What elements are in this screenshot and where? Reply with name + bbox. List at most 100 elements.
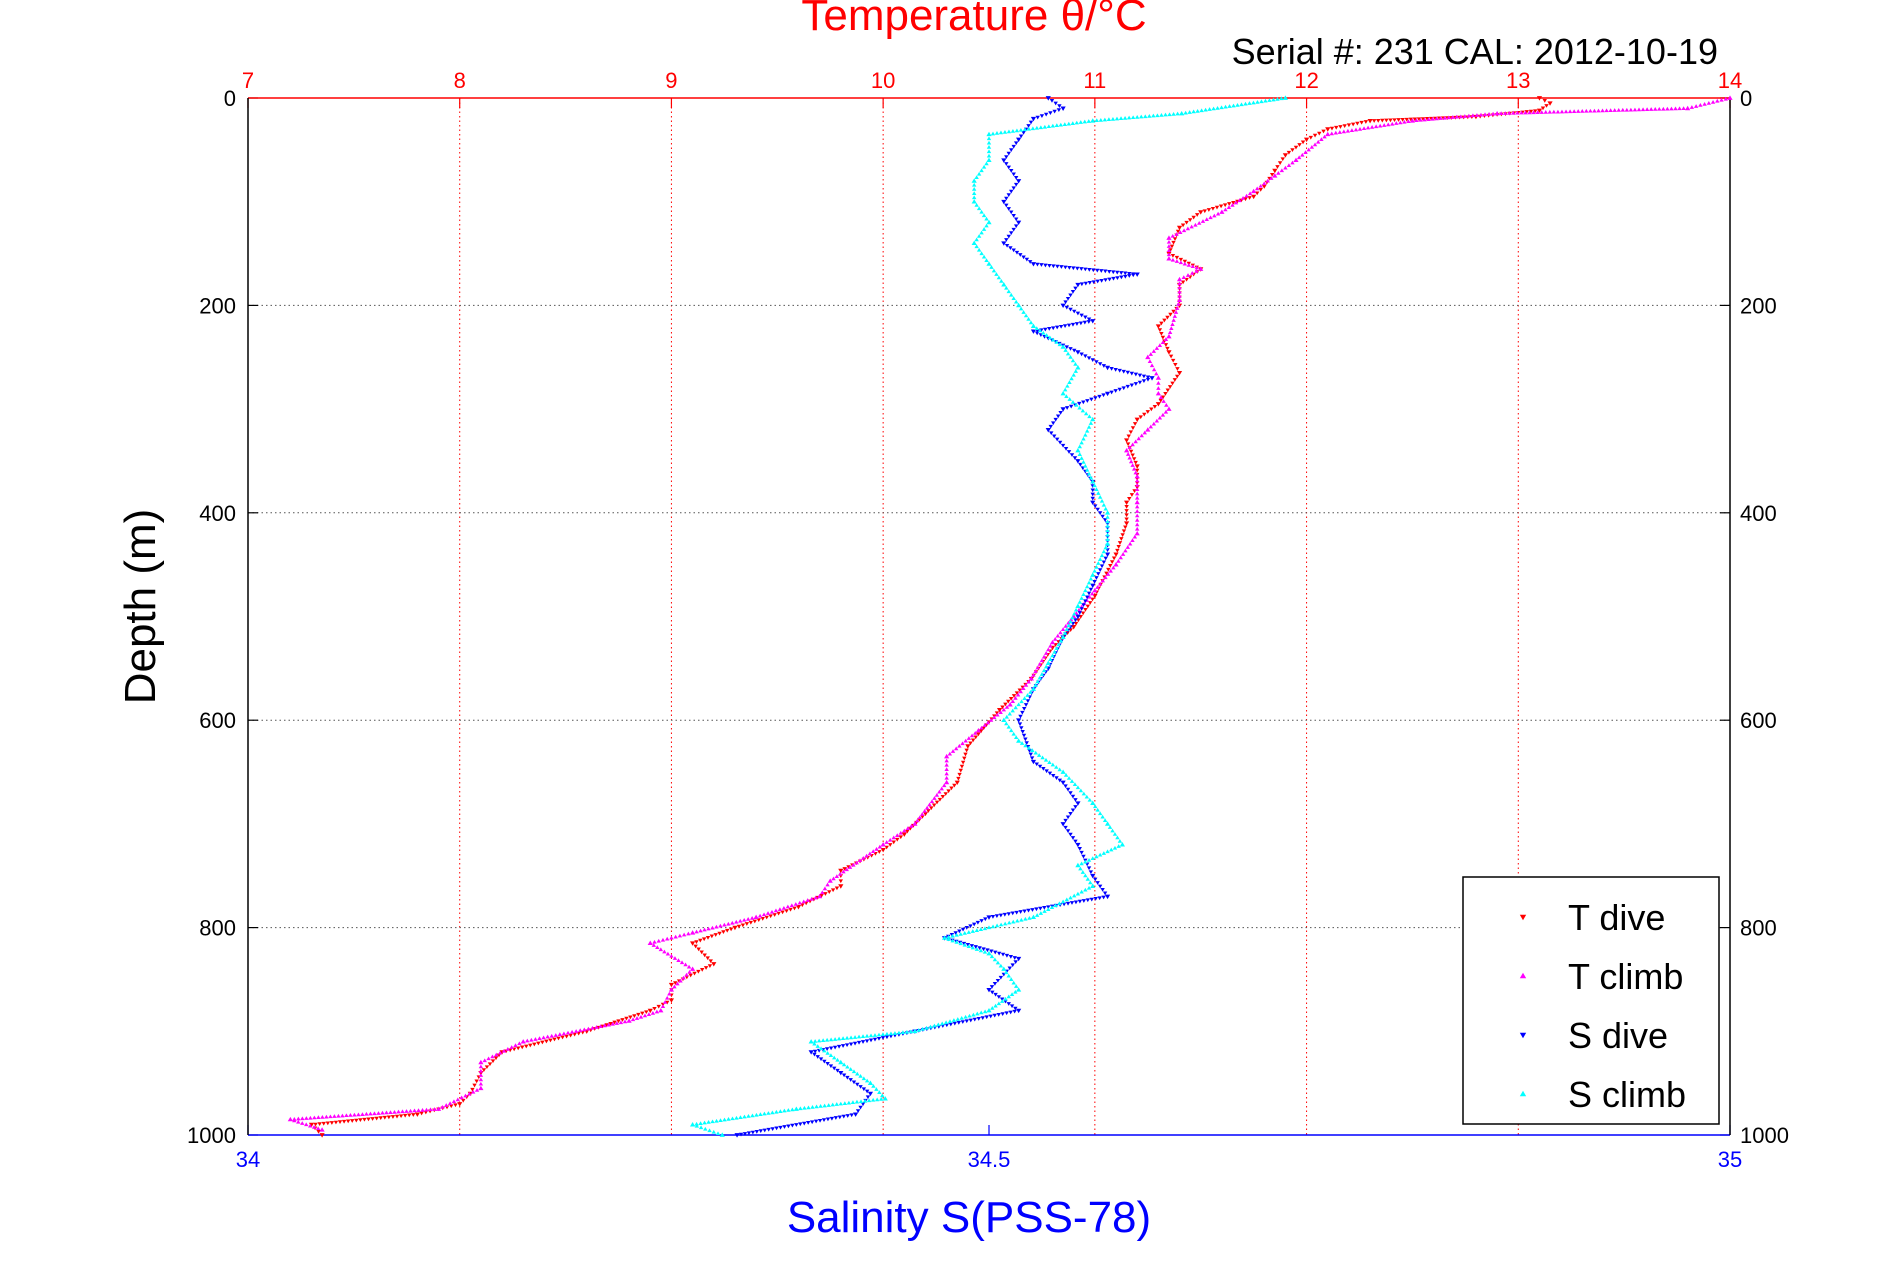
data-point <box>1051 773 1056 778</box>
data-point <box>1124 447 1130 453</box>
data-point <box>626 1018 632 1023</box>
data-point <box>1111 556 1117 561</box>
data-point <box>1126 434 1131 439</box>
data-point <box>556 1036 561 1041</box>
data-point <box>1077 401 1082 406</box>
data-point <box>944 753 950 759</box>
data-point <box>944 779 950 785</box>
data-point <box>1210 206 1216 211</box>
data-point <box>974 244 979 249</box>
data-point <box>1013 1006 1018 1011</box>
data-point <box>1551 109 1557 114</box>
data-point <box>1133 470 1138 475</box>
data-point <box>963 1014 968 1019</box>
data-point <box>1086 885 1092 890</box>
data-point <box>999 279 1004 283</box>
data-point <box>980 1016 985 1020</box>
data-point <box>1271 97 1276 102</box>
data-point <box>1116 844 1121 848</box>
data-point <box>1079 889 1084 894</box>
data-point <box>1134 272 1140 277</box>
data-point <box>1087 281 1092 285</box>
data-point <box>991 268 997 273</box>
data-point <box>956 1020 961 1025</box>
data-point <box>1068 895 1073 900</box>
data-point <box>818 1104 823 1108</box>
data-point <box>696 947 701 952</box>
data-point <box>1018 127 1024 132</box>
data-point <box>1563 109 1569 114</box>
data-point <box>1665 106 1670 111</box>
data-point <box>1235 102 1240 107</box>
data-point <box>1075 614 1081 620</box>
data-point <box>1108 564 1113 568</box>
data-point <box>1033 669 1038 674</box>
data-point <box>1038 125 1044 130</box>
data-point <box>1019 741 1025 745</box>
data-point <box>1065 296 1071 301</box>
data-point <box>1503 111 1508 115</box>
data-point <box>1114 116 1120 121</box>
data-point <box>1135 518 1140 522</box>
data-point <box>808 1039 814 1044</box>
data-point <box>1026 908 1031 913</box>
data-point <box>1039 672 1045 676</box>
data-point <box>384 1110 389 1115</box>
data-point <box>1099 564 1105 569</box>
data-point <box>650 1010 656 1015</box>
data-point <box>812 1052 817 1057</box>
data-point <box>1039 658 1045 663</box>
data-point <box>1037 662 1043 666</box>
data-point <box>1338 125 1343 129</box>
data-point <box>1258 183 1263 188</box>
data-point <box>1321 129 1326 134</box>
data-point <box>728 927 734 932</box>
data-point <box>1060 303 1066 308</box>
data-point <box>1078 462 1083 467</box>
data-point <box>822 886 828 891</box>
data-point <box>736 924 742 929</box>
data-point <box>1308 135 1314 140</box>
data-point <box>1060 390 1066 396</box>
data-point <box>842 1101 848 1105</box>
data-point <box>1588 108 1593 113</box>
data-point <box>823 892 828 896</box>
data-point <box>698 1125 704 1130</box>
data-point <box>1103 556 1108 561</box>
data-point <box>1698 103 1703 107</box>
data-point <box>1207 107 1212 111</box>
data-point <box>1020 710 1025 715</box>
legend-entry: T dive <box>1568 897 1665 938</box>
data-point <box>1131 273 1136 278</box>
data-point <box>1123 548 1128 553</box>
data-point <box>548 1038 553 1043</box>
data-point <box>1414 118 1419 123</box>
data-point <box>1084 595 1090 600</box>
data-point <box>1051 264 1056 269</box>
data-point <box>819 894 824 898</box>
data-point <box>1251 100 1256 105</box>
data-point <box>954 932 959 937</box>
data-point <box>1166 252 1172 257</box>
data-point <box>1105 572 1111 576</box>
data-point <box>1702 102 1707 106</box>
data-point <box>714 924 719 929</box>
data-point <box>1075 842 1081 848</box>
data-point <box>1170 322 1175 326</box>
data-point <box>1007 966 1012 971</box>
data-point <box>1025 693 1030 697</box>
data-point <box>990 990 995 995</box>
data-point <box>552 1037 557 1042</box>
data-point <box>964 1019 969 1024</box>
data-point <box>1004 714 1009 719</box>
data-point <box>1147 359 1153 363</box>
data-point <box>1048 111 1053 116</box>
data-point <box>1198 266 1204 271</box>
data-point <box>1060 634 1066 640</box>
data-point <box>1045 660 1051 665</box>
data-point <box>1106 117 1112 122</box>
data-point <box>745 916 751 921</box>
data-point <box>1286 150 1292 155</box>
data-point <box>1075 266 1080 271</box>
tick-label-bottom: 35 <box>1718 1147 1742 1172</box>
